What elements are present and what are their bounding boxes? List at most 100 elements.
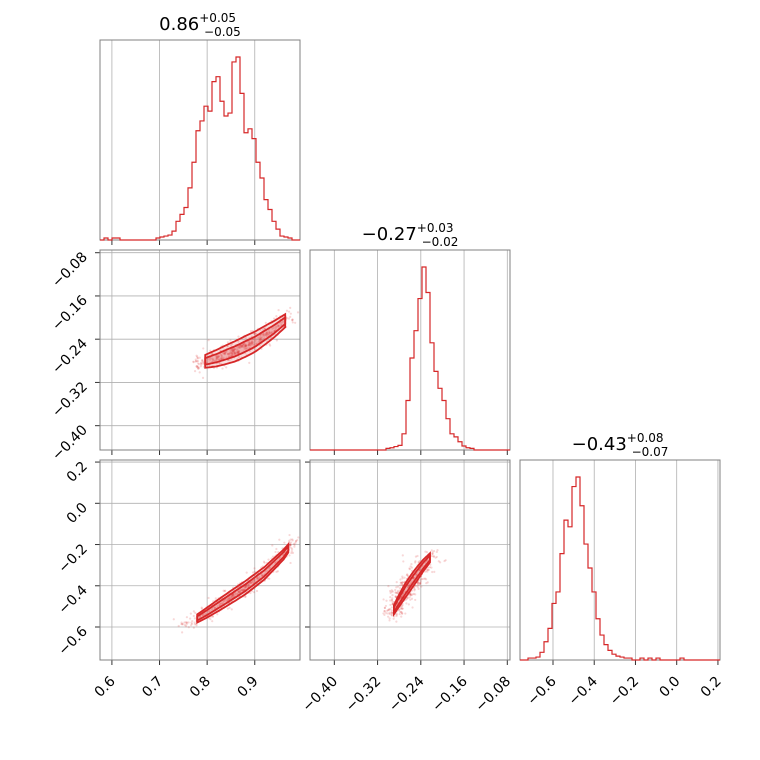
sample-point <box>273 329 276 332</box>
sample-point <box>404 598 407 601</box>
sample-point <box>431 570 434 574</box>
sample-point <box>239 590 242 594</box>
sample-point <box>390 609 394 612</box>
sample-point <box>443 559 446 563</box>
sample-point <box>264 334 268 337</box>
panel-frame <box>309 459 511 661</box>
sample-point <box>185 621 189 624</box>
sample-point <box>217 355 220 359</box>
sample-point <box>387 585 390 588</box>
sample-point <box>419 580 422 583</box>
sample-point <box>271 327 274 330</box>
sample-point <box>431 551 434 554</box>
sample-point <box>214 359 217 362</box>
sample-point <box>230 348 233 351</box>
sample-point <box>237 351 241 354</box>
sample-point <box>285 317 289 320</box>
sample-point <box>192 626 195 629</box>
sample-point <box>414 555 418 558</box>
sample-point <box>250 340 254 343</box>
sample-point <box>239 589 242 592</box>
sample-point <box>243 586 246 589</box>
sample-point <box>215 357 218 360</box>
sample-point <box>398 586 402 590</box>
sample-point <box>229 596 232 599</box>
density-layer <box>192 306 300 379</box>
sample-point <box>431 552 434 555</box>
sample-point <box>230 594 234 598</box>
sample-point <box>395 586 398 589</box>
sample-point <box>432 555 435 558</box>
sample-point <box>390 606 393 609</box>
sample-point <box>266 331 269 334</box>
sample-point <box>289 542 292 545</box>
sample-point <box>390 589 393 592</box>
sample-point <box>253 332 256 335</box>
sample-point <box>239 344 243 347</box>
sample-point <box>291 538 294 541</box>
sample-point <box>198 363 201 366</box>
contour-outer <box>196 541 290 625</box>
sample-point <box>406 573 409 576</box>
sample-point <box>172 618 175 621</box>
sample-point <box>390 614 394 617</box>
sample-point <box>244 344 247 347</box>
sample-point <box>389 608 392 611</box>
sample-point <box>288 539 291 542</box>
sample-point <box>249 344 252 347</box>
sample-point <box>223 590 226 593</box>
sample-point <box>233 351 236 354</box>
sample-point <box>289 312 292 315</box>
sample-point <box>400 583 404 586</box>
sample-point <box>424 570 427 573</box>
histogram-param-1-title: 0.86+0.05 −0.05 <box>159 11 241 39</box>
sample-point <box>410 563 413 566</box>
sample-point <box>269 344 272 347</box>
sample-point <box>413 588 417 591</box>
sample-point <box>243 345 247 348</box>
sample-point <box>231 353 234 356</box>
y-tick-label: −0.32 <box>49 379 91 421</box>
sample-point <box>250 342 253 345</box>
sample-point <box>293 545 296 548</box>
sample-point <box>247 583 251 586</box>
sample-point <box>418 582 421 585</box>
sample-point <box>400 605 404 608</box>
sample-point <box>408 568 412 571</box>
sample-point <box>391 603 394 606</box>
sample-point <box>411 606 414 609</box>
sample-point <box>412 592 415 595</box>
x-tick-label: −0.32 <box>343 674 385 716</box>
axis-tick-labels: 0.6 0.7 0.8 0.9 −0.40 −0.32 −0.24 −0.16 −0.08 −0.… <box>49 249 725 715</box>
sample-point <box>382 612 385 615</box>
sample-point <box>403 576 406 579</box>
sample-point <box>229 595 233 598</box>
sample-point <box>401 607 404 610</box>
sample-point <box>287 317 291 320</box>
sample-point <box>210 608 214 611</box>
sample-point <box>184 621 187 624</box>
sample-point <box>215 358 218 361</box>
sample-point <box>434 556 437 559</box>
sample-point <box>411 593 414 596</box>
sample-point <box>390 612 393 615</box>
y-tick-label: −0.40 <box>49 422 91 464</box>
sample-point <box>259 337 262 341</box>
histogram-step-line <box>100 56 300 241</box>
histogram-param-2-panel: −0.27+0.03 −0.02 <box>309 221 511 455</box>
y-tick-label: 0.2 <box>64 459 91 486</box>
sample-point <box>200 606 203 609</box>
sample-point <box>226 607 229 610</box>
sample-point <box>220 355 223 359</box>
sample-point <box>409 592 412 595</box>
sample-point <box>424 578 428 581</box>
sample-point <box>388 608 391 611</box>
sample-point <box>408 567 411 570</box>
x-tick-label: −0.6 <box>524 673 559 708</box>
sample-point <box>265 331 268 334</box>
sample-point <box>389 603 392 607</box>
sample-point <box>201 358 204 362</box>
sample-point <box>197 367 200 370</box>
sample-point <box>192 614 195 618</box>
scatter-param-1-vs-2-panel <box>95 249 301 455</box>
